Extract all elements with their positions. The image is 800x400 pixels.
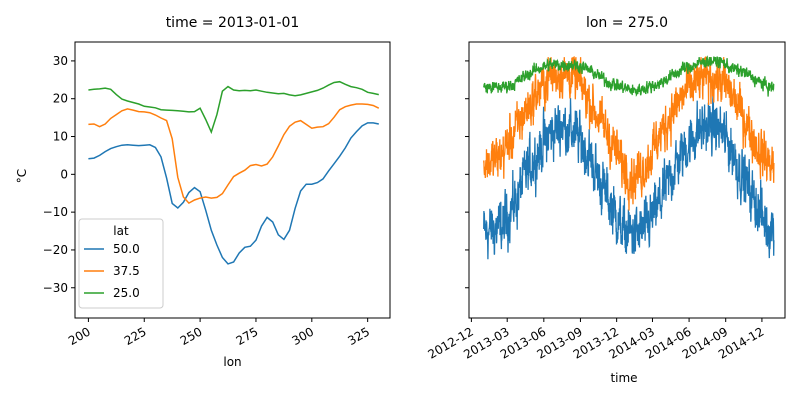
legend: lat 50.0 37.5 25.0 — [78, 218, 164, 309]
legend-label: 25.0 — [113, 286, 140, 300]
left-series-lines — [88, 80, 380, 265]
right-series-lines — [483, 55, 775, 260]
y-tick-label: 10 — [53, 130, 68, 144]
y-tick-label: −20 — [43, 243, 68, 257]
right-chart-title: lon = 275.0 — [586, 15, 668, 31]
legend-label: 37.5 — [113, 264, 140, 278]
y-tick-label: −30 — [43, 281, 68, 295]
line-lat-37.5 — [88, 103, 380, 205]
left-chart-title: time = 2013-01-01 — [166, 15, 300, 31]
line-lat-25.0 — [88, 80, 379, 135]
legend-title: lat — [113, 224, 129, 238]
y-tick-label: 0 — [60, 167, 68, 181]
legend-box — [78, 218, 164, 309]
left-y-axis-label: °C — [15, 169, 29, 183]
right-x-ticks: 2012-122013-032013-062013-092013-122014-… — [425, 318, 766, 362]
left-x-ticks: 200 225 250 275 300 325 — [66, 318, 372, 348]
legend-items: 50.0 37.5 25.0 — [84, 242, 140, 300]
left-plot-frame — [74, 41, 391, 319]
right-plot-frame — [468, 41, 786, 319]
x-tick-label: 250 — [178, 324, 205, 348]
line-lat-50.0 — [88, 122, 379, 265]
x-tick-label: 275 — [234, 324, 261, 348]
timeseries-lat-25.0 — [483, 55, 775, 97]
right-x-axis-label: time — [610, 371, 637, 385]
x-tick-label: 300 — [289, 324, 316, 348]
right-chart-panel: lon = 275.0 2012-122013-032013-062013-09… — [425, 15, 786, 385]
y-tick-label: 30 — [53, 54, 68, 68]
left-y-ticks: −30 −20 −10 0 10 20 30 — [43, 54, 75, 295]
y-tick-label: 20 — [53, 92, 68, 106]
right-y-ticks — [465, 60, 469, 289]
timeseries-lat-37.5 — [483, 56, 775, 211]
left-chart-panel: time = 2013-01-01 200 225 250 275 300 325 −30… — [15, 15, 391, 369]
timeseries-lat-50.0 — [483, 85, 775, 260]
x-tick-label: 325 — [345, 324, 372, 348]
y-tick-label: −10 — [43, 205, 68, 219]
x-tick-label: 200 — [66, 324, 93, 348]
legend-label: 50.0 — [113, 242, 140, 256]
left-x-axis-label: lon — [223, 355, 241, 369]
x-tick-label: 225 — [122, 324, 149, 348]
